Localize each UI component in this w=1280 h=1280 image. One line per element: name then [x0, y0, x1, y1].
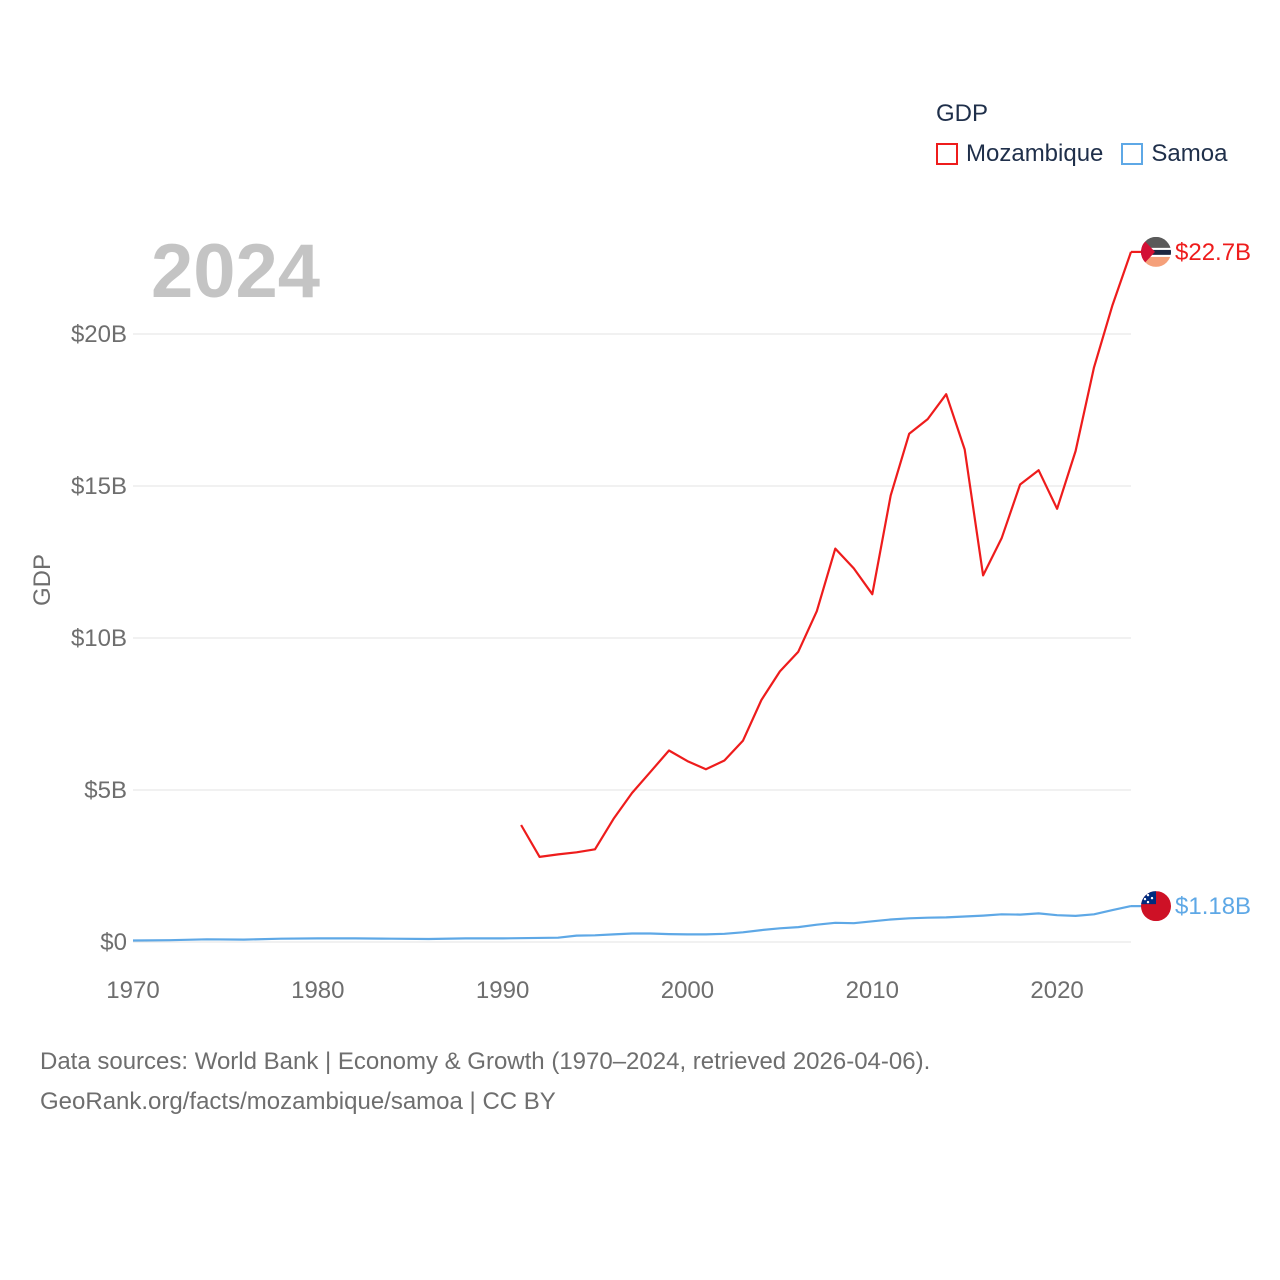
legend-label-mozambique: Mozambique	[966, 140, 1104, 167]
footer-line-1: Data sources: World Bank | Economy & Gro…	[40, 1048, 931, 1075]
mozambique-flag-icon	[1141, 236, 1171, 267]
current-year-label: 2024	[151, 229, 321, 314]
end-label-samoa: $1.18B	[1175, 893, 1251, 920]
legend: GDP Mozambique Samoa	[936, 100, 1227, 168]
y-axis-title: GDP	[29, 554, 56, 606]
legend-title: GDP	[936, 100, 989, 127]
legend-item-samoa[interactable]: Samoa	[1121, 140, 1227, 168]
x-tick-label: 2020	[1030, 977, 1083, 1004]
y-tick-label: $10B	[71, 625, 127, 652]
legend-swatch-samoa	[1121, 143, 1144, 165]
series-line-samoa	[132, 905, 1132, 942]
series-line-mozambique	[520, 251, 1133, 859]
legend-item-mozambique[interactable]: Mozambique	[936, 140, 1103, 168]
legend-swatch-mozambique	[936, 143, 958, 165]
y-tick-label: $5B	[84, 777, 127, 804]
x-tick-label: 1970	[106, 977, 159, 1004]
end-label-mozambique: $22.7B	[1175, 239, 1251, 266]
y-tick-label: $20B	[71, 321, 127, 348]
x-tick-label: 2000	[661, 977, 714, 1004]
x-tick-label: 2010	[846, 977, 899, 1004]
samoa-flag-icon	[1141, 891, 1171, 922]
footer-sources: Data sources: World Bank | Economy & Gro…	[40, 1042, 930, 1122]
y-tick-label: $0	[100, 929, 127, 956]
legend-label-samoa: Samoa	[1151, 140, 1228, 167]
x-tick-label: 1990	[476, 977, 529, 1004]
footer-line-2: GeoRank.org/facts/mozambique/samoa | CC …	[40, 1088, 556, 1115]
y-tick-label: $15B	[71, 473, 127, 500]
x-tick-label: 1980	[291, 977, 344, 1004]
